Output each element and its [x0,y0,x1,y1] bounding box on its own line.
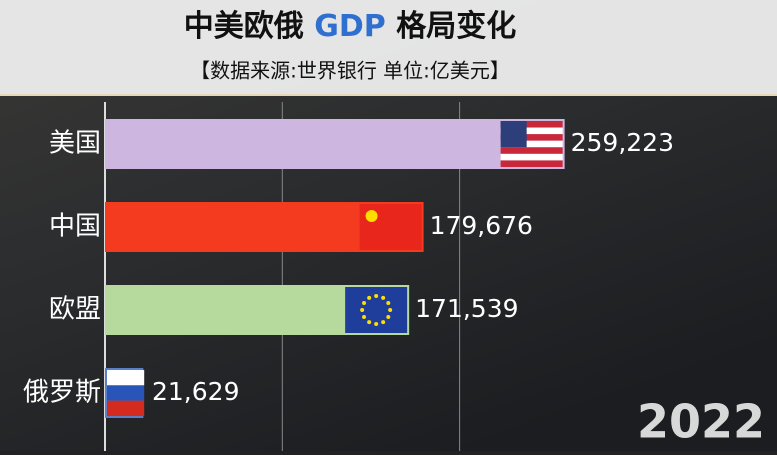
flag-star [374,294,379,298]
flag-icon [359,204,422,250]
flag-stripe [500,134,563,141]
flag-star [381,320,386,325]
flag-star [388,308,393,312]
flag-icon [500,121,563,167]
flag-canton [500,121,527,148]
flag-icon [345,287,408,333]
flag-star [365,210,378,222]
flag-star [367,320,372,325]
subtitle: 【数据来源:世界银行 单位:亿美元】 [190,59,510,83]
category-label: 美国 [49,129,101,159]
flag-stripe [500,127,563,135]
flag-stripe [107,370,145,386]
title-part: 格局变化 [396,9,516,44]
flag-field [345,287,408,333]
flag-stripe [107,400,145,416]
flag-stripe [500,147,563,154]
header-band [0,0,777,95]
title-part: 中美欧俄 [184,9,304,44]
bar [105,119,565,169]
flag-stripe [500,121,563,128]
category-label: 俄罗斯 [23,378,101,408]
flag-stripe [500,153,563,161]
value-label: 171,539 [415,294,518,323]
flag-star [374,322,379,326]
flag-star [386,315,391,319]
value-label: 259,223 [571,128,674,157]
flag-star [362,315,367,319]
flag-star [386,301,391,305]
flag-star [367,295,372,300]
flag-star [381,295,386,300]
category-label: 欧盟 [49,295,101,325]
category-label: 中国 [49,212,101,242]
year-annotation: 2022 [637,395,765,449]
flag-stripe [500,140,563,148]
flag-icon [107,370,145,416]
flag-stripe [500,160,563,167]
flag-star [362,301,367,305]
value-label: 179,676 [430,211,533,240]
title-part: GDP [314,9,386,44]
chart-title: 中美欧俄 GDP 格局变化 [184,9,516,44]
flag-stripe [107,385,145,401]
flag-star [360,308,365,312]
value-label: 21,629 [152,377,239,406]
